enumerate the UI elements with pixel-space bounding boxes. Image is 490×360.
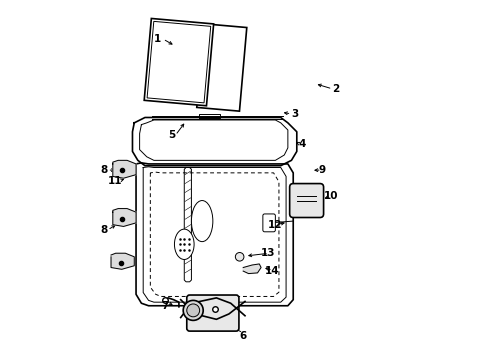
Text: 8: 8 (100, 165, 107, 175)
Circle shape (235, 252, 244, 261)
Polygon shape (113, 208, 136, 226)
Text: 1: 1 (154, 34, 161, 44)
Text: 12: 12 (268, 220, 283, 230)
FancyBboxPatch shape (290, 184, 323, 217)
Text: 2: 2 (333, 84, 340, 94)
Ellipse shape (174, 229, 194, 260)
Polygon shape (243, 264, 261, 274)
Text: 5: 5 (168, 130, 175, 140)
Polygon shape (113, 160, 136, 178)
Polygon shape (111, 253, 134, 269)
Polygon shape (197, 24, 247, 111)
FancyBboxPatch shape (263, 214, 275, 232)
FancyBboxPatch shape (187, 295, 239, 331)
Circle shape (187, 304, 199, 317)
Circle shape (183, 300, 203, 320)
Text: 6: 6 (240, 332, 247, 342)
Text: 8: 8 (100, 225, 107, 235)
Text: 9: 9 (318, 165, 325, 175)
Ellipse shape (192, 201, 213, 242)
Text: 14: 14 (265, 266, 279, 276)
Text: 13: 13 (261, 248, 275, 258)
Text: 11: 11 (107, 176, 122, 186)
Polygon shape (144, 18, 214, 106)
Text: 10: 10 (323, 191, 338, 201)
Text: 7: 7 (161, 301, 168, 311)
Text: 4: 4 (298, 139, 306, 149)
Text: 3: 3 (292, 109, 298, 119)
